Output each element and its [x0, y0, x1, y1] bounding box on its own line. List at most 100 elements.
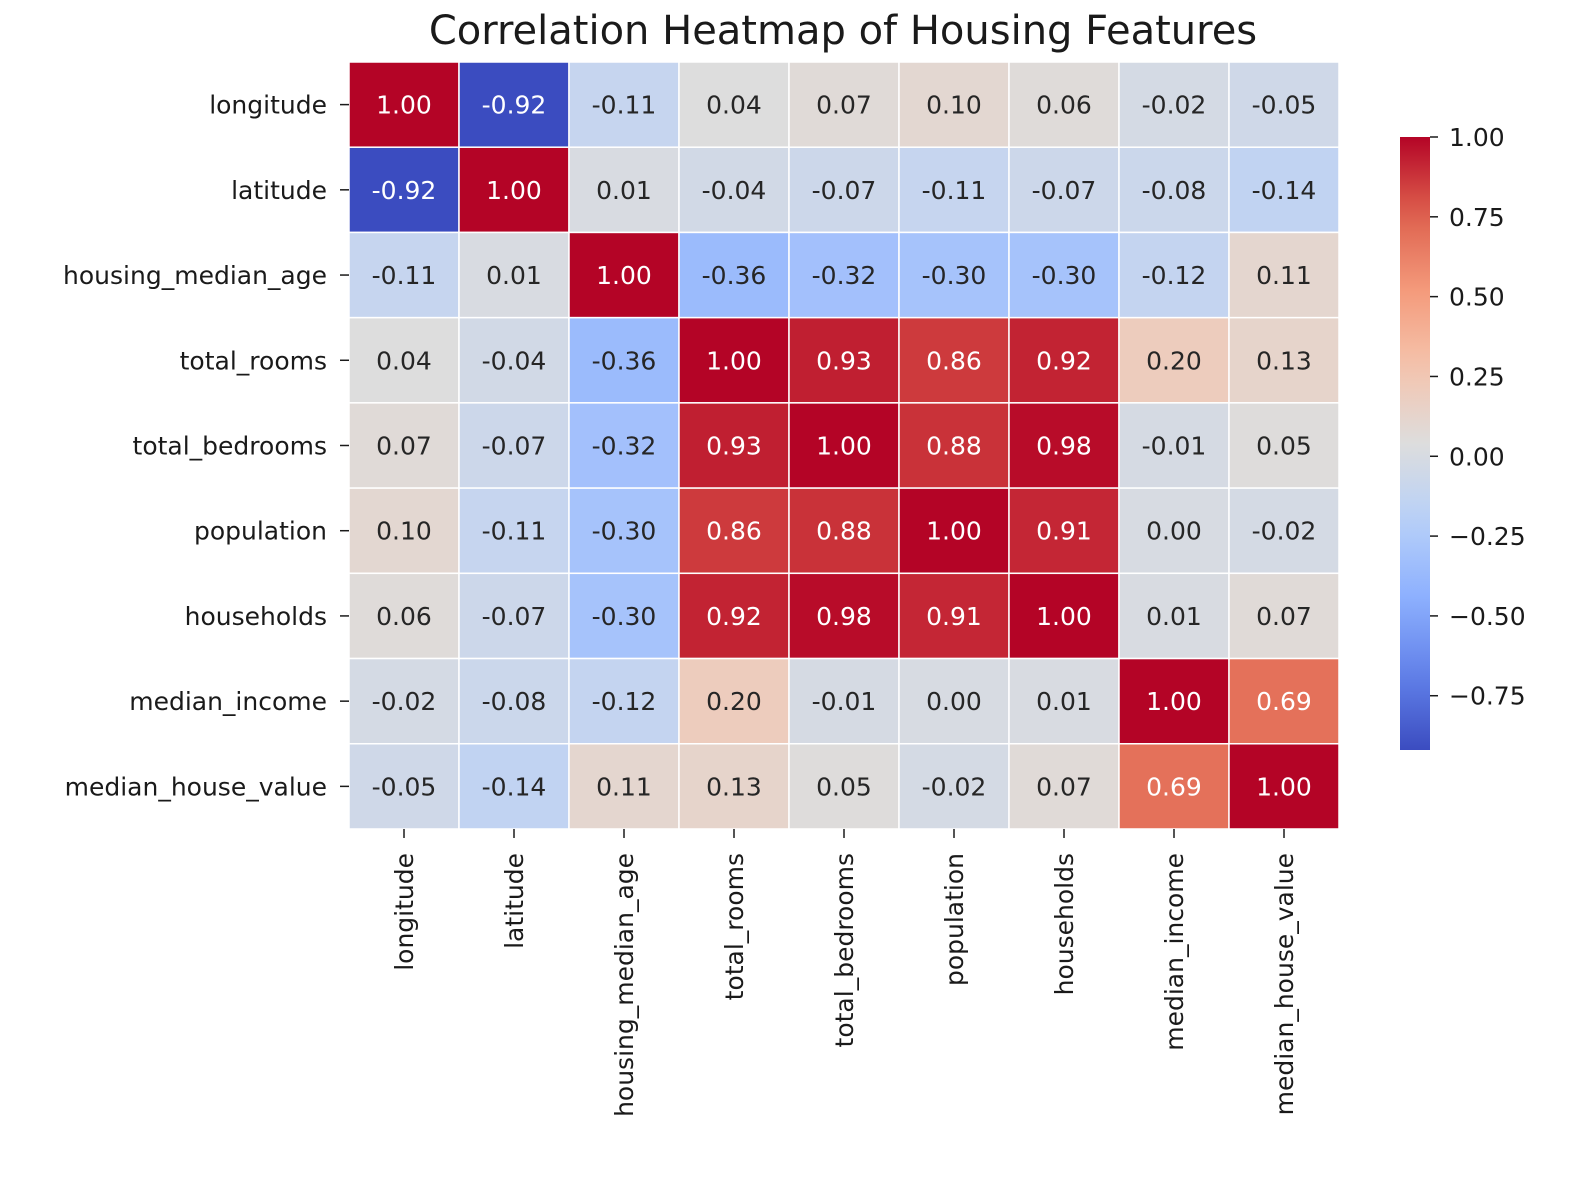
heatmap-cell	[1228, 231, 1340, 319]
cell-value-label: 0.86	[926, 346, 982, 375]
heatmap-cell	[678, 61, 790, 148]
heatmap-cell	[458, 743, 570, 830]
colorbar-tick-label: 0.25	[1449, 362, 1505, 391]
column-label-median-house-value: median_house_value	[1270, 853, 1299, 1115]
cell-value-label: -0.07	[482, 431, 547, 460]
cell-value-label: 1.00	[1146, 687, 1202, 716]
heatmap-cell	[568, 657, 680, 745]
heatmap-cell	[348, 231, 460, 319]
heatmap-cell	[898, 657, 1010, 745]
cell-value-label: 0.05	[816, 772, 872, 801]
cell-value-label: -0.11	[592, 91, 657, 120]
heatmap-cell	[1118, 146, 1230, 234]
heatmap-cell	[568, 402, 680, 489]
heatmap-cell	[678, 231, 790, 319]
heatmap-cell	[898, 61, 1010, 148]
heatmap-cell	[1008, 231, 1120, 319]
row-label-median-house-value: median_house_value	[65, 772, 327, 801]
cell-value-label: 0.04	[706, 91, 762, 120]
cell-value-label: -0.92	[482, 91, 547, 120]
heatmap-cell	[568, 146, 680, 234]
heatmap-cell	[898, 487, 1010, 575]
heatmap-cell	[458, 61, 570, 148]
cell-value-label: -0.11	[482, 517, 547, 546]
cell-value-label: 1.00	[486, 176, 542, 205]
cell-value-label: 0.07	[376, 431, 432, 460]
cell-value-label: 0.06	[1036, 91, 1092, 120]
row-label-total-rooms: total_rooms	[180, 346, 327, 375]
cell-value-label: -0.30	[592, 517, 657, 546]
heatmap-cell	[678, 657, 790, 745]
heatmap-cell	[348, 316, 460, 404]
cell-value-label: -0.02	[372, 687, 437, 716]
cell-value-label: 0.00	[1146, 517, 1202, 546]
cell-value-label: 0.01	[596, 176, 652, 205]
heatmap-cell	[788, 743, 900, 830]
heatmap-cell	[348, 402, 460, 489]
cell-value-label: -0.12	[1142, 261, 1207, 290]
heatmap-cell	[1118, 487, 1230, 575]
cell-value-label: 0.98	[816, 602, 872, 631]
cell-value-label: 0.04	[376, 346, 432, 375]
cell-value-label: 0.91	[926, 602, 982, 631]
heatmap-cell	[1228, 743, 1340, 830]
colorbar-tick-label: 0.00	[1449, 442, 1505, 471]
heatmap-cell	[568, 743, 680, 830]
cell-value-label: -0.30	[1032, 261, 1097, 290]
heatmap-cell	[1228, 657, 1340, 745]
heatmap-cell	[788, 487, 900, 575]
cell-value-label: 1.00	[596, 261, 652, 290]
cell-value-label: 0.88	[816, 517, 872, 546]
heatmap-cell	[458, 231, 570, 319]
cell-value-label: 0.07	[816, 91, 872, 120]
cell-value-label: 0.07	[1036, 772, 1092, 801]
heatmap-cell	[678, 316, 790, 404]
column-label-latitude: latitude	[500, 853, 529, 949]
cell-value-label: 0.93	[706, 431, 762, 460]
cell-value-label: 0.91	[1036, 517, 1092, 546]
row-label-latitude: latitude	[231, 176, 327, 205]
cell-value-label: -0.36	[592, 346, 657, 375]
heatmap-cell	[1008, 743, 1120, 830]
heatmap-cell	[788, 146, 900, 234]
cell-value-label: -0.07	[482, 602, 547, 631]
cell-value-label: -0.07	[812, 176, 877, 205]
heatmap-cell	[898, 743, 1010, 830]
cell-value-label: 0.01	[486, 261, 542, 290]
heatmap-cell	[348, 657, 460, 745]
heatmap-cell	[788, 657, 900, 745]
heatmap-cell	[1228, 487, 1340, 575]
cell-value-label: 0.07	[1256, 602, 1312, 631]
heatmap-cell	[898, 402, 1010, 489]
heatmap-cell	[348, 146, 460, 234]
colorbar-tick-label: −0.50	[1449, 602, 1526, 631]
cell-value-label: 0.69	[1146, 772, 1202, 801]
cell-value-label: 0.86	[706, 517, 762, 546]
cell-value-label: 0.92	[706, 602, 762, 631]
cell-value-label: 1.00	[1036, 602, 1092, 631]
cell-value-label: -0.30	[592, 602, 657, 631]
cell-value-label: 0.10	[926, 91, 982, 120]
cell-value-label: 0.01	[1036, 687, 1092, 716]
heatmap-cell	[568, 487, 680, 575]
row-label-total-bedrooms: total_bedrooms	[133, 431, 327, 460]
heatmap-cell	[678, 743, 790, 830]
heatmap-cell	[568, 231, 680, 319]
cell-value-label: -0.30	[922, 261, 987, 290]
colorbar-gradient	[1400, 137, 1430, 750]
cell-value-label: 0.20	[1146, 346, 1202, 375]
heatmap-cells: 1.00 -0.92 -0.11 0.04 0.07 0.10 0.06 -0.02 -0.05…	[348, 61, 1340, 830]
heatmap-cell	[1008, 572, 1120, 660]
cell-value-label: 0.05	[1256, 431, 1312, 460]
heatmap-cell	[348, 743, 460, 830]
heatmap-cell	[458, 572, 570, 660]
colorbar-tick-label: 0.50	[1449, 283, 1505, 312]
colorbar-tick-label: −0.75	[1449, 682, 1526, 711]
column-label-population: population	[940, 853, 969, 986]
cell-value-label: -0.32	[812, 261, 877, 290]
cell-value-label: -0.02	[922, 772, 987, 801]
cell-value-label: -0.04	[702, 176, 767, 205]
cell-value-label: 1.00	[816, 431, 872, 460]
chart-title: Correlation Heatmap of Housing Features	[429, 8, 1257, 54]
